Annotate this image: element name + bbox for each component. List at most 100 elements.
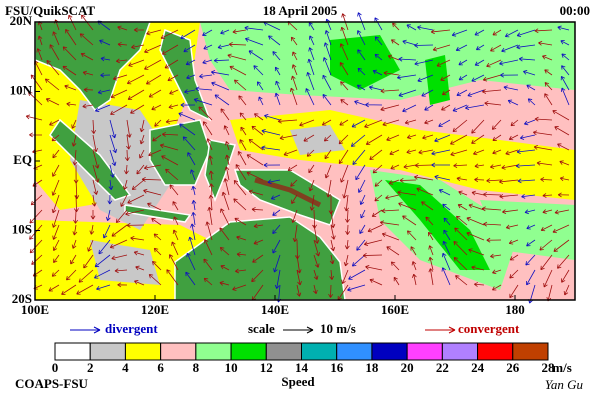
wind-arrow: [560, 40, 570, 46]
wind-arrow: [125, 209, 145, 216]
wind-arrow: [225, 154, 230, 166]
wind-arrow: [471, 119, 485, 134]
wind-arrow: [96, 284, 111, 291]
wind-arrow: [490, 44, 502, 52]
wind-arrow: [561, 269, 570, 283]
wind-arrow: [357, 49, 366, 61]
wind-arrow: [128, 59, 145, 67]
wind-arrow: [248, 139, 264, 151]
wind-arrow: [223, 125, 230, 136]
wind-arrow: [313, 224, 320, 244]
wind-arrow: [406, 149, 417, 154]
wind-arrow: [92, 179, 99, 195]
wind-arrow: [359, 194, 366, 205]
wind-arrow: [515, 163, 536, 169]
wind-arrow: [100, 72, 111, 78]
wind-arrow: [52, 224, 60, 240]
wind-arrow: [71, 239, 77, 249]
wind-arrow: [187, 152, 196, 166]
wind-arrow: [390, 39, 400, 46]
wind-arrow: [371, 209, 383, 217]
wind-arrow: [516, 149, 536, 155]
wind-arrow: [289, 87, 298, 106]
wind-arrow: [557, 254, 570, 269]
wind-arrow: [148, 149, 162, 157]
wind-arrow: [492, 284, 502, 291]
wind-arrow: [198, 106, 213, 121]
colorbar-box: [477, 342, 514, 361]
wind-arrow: [428, 268, 434, 286]
wind-arrow: [404, 119, 417, 125]
wind-arrow: [83, 87, 94, 93]
wind-arrow: [393, 276, 400, 286]
wind-arrow: [193, 98, 213, 106]
wind-arrow: [385, 194, 400, 200]
wind-arrow: [76, 284, 94, 295]
wind-arrow: [561, 53, 570, 61]
wind-arrow: [109, 149, 117, 166]
colorbar-tick-label: 28: [542, 360, 556, 375]
wind-arrow: [165, 119, 179, 124]
wind-arrow: [154, 119, 162, 127]
wind-arrow: [508, 239, 519, 245]
wind-arrow: [428, 256, 434, 271]
wind-arrow: [126, 134, 131, 150]
colorbar-box: [230, 342, 267, 361]
wind-arrow: [343, 254, 349, 267]
wind-arrow: [253, 65, 264, 76]
lat-label: 10N: [10, 82, 33, 97]
wind-arrow: [102, 224, 111, 239]
wind-arrow: [500, 72, 519, 78]
wind-arrow: [474, 282, 485, 287]
wind-arrow: [344, 194, 349, 212]
colorbar-tick-label: 14: [295, 360, 309, 375]
wind-arrow: [561, 65, 570, 76]
wind-arrow: [467, 89, 485, 97]
wind-arrow: [323, 42, 332, 61]
wind-arrow: [455, 215, 468, 226]
wind-arrow: [329, 269, 335, 280]
wind-arrow: [108, 179, 114, 190]
wind-arrow: [440, 74, 451, 81]
wind-arrow: [499, 193, 519, 199]
wind-arrow: [554, 209, 570, 215]
colorbar-tick-label: 16: [330, 360, 344, 375]
wind-arrow: [421, 89, 434, 97]
wind-arrow: [251, 207, 264, 212]
wind-arrow: [533, 145, 553, 151]
lat-label: EQ: [13, 152, 32, 167]
wind-arrow: [542, 209, 553, 214]
colorbar-box: [265, 342, 302, 361]
wind-arrow: [351, 254, 366, 267]
wind-arrow: [208, 170, 214, 181]
wind-arrow: [414, 163, 434, 168]
wind-arrow: [244, 25, 264, 31]
wind-arrow: [329, 254, 335, 265]
wind-arrow: [339, 119, 349, 126]
wind-arrow: [451, 29, 468, 37]
wind-arrow: [52, 31, 60, 46]
wind-arrow: [124, 164, 129, 175]
wind-arrow: [62, 65, 77, 76]
wind-arrow: [326, 179, 332, 198]
colorbar-box: [301, 342, 338, 361]
wind-arrow: [466, 231, 485, 241]
wind-arrow: [208, 194, 214, 211]
wind-arrow: [468, 203, 485, 211]
wind-arrow: [148, 273, 162, 286]
wind-arrow: [152, 134, 162, 142]
wind-arrow: [486, 178, 502, 184]
wind-arrow: [46, 59, 60, 76]
wind-arrow: [338, 134, 349, 145]
wind-arrow: [323, 134, 332, 142]
wind-arrow: [213, 58, 230, 63]
wind-arrow: [552, 110, 570, 121]
wind-arrow: [224, 166, 230, 181]
wind-arrow: [246, 171, 264, 181]
wind-arrow: [351, 119, 366, 128]
wind-arrow: [379, 220, 400, 226]
wind-arrow: [324, 30, 332, 46]
wind-arrow: [390, 164, 400, 170]
wind-arrow: [133, 250, 145, 256]
wind-arrow: [202, 29, 213, 36]
